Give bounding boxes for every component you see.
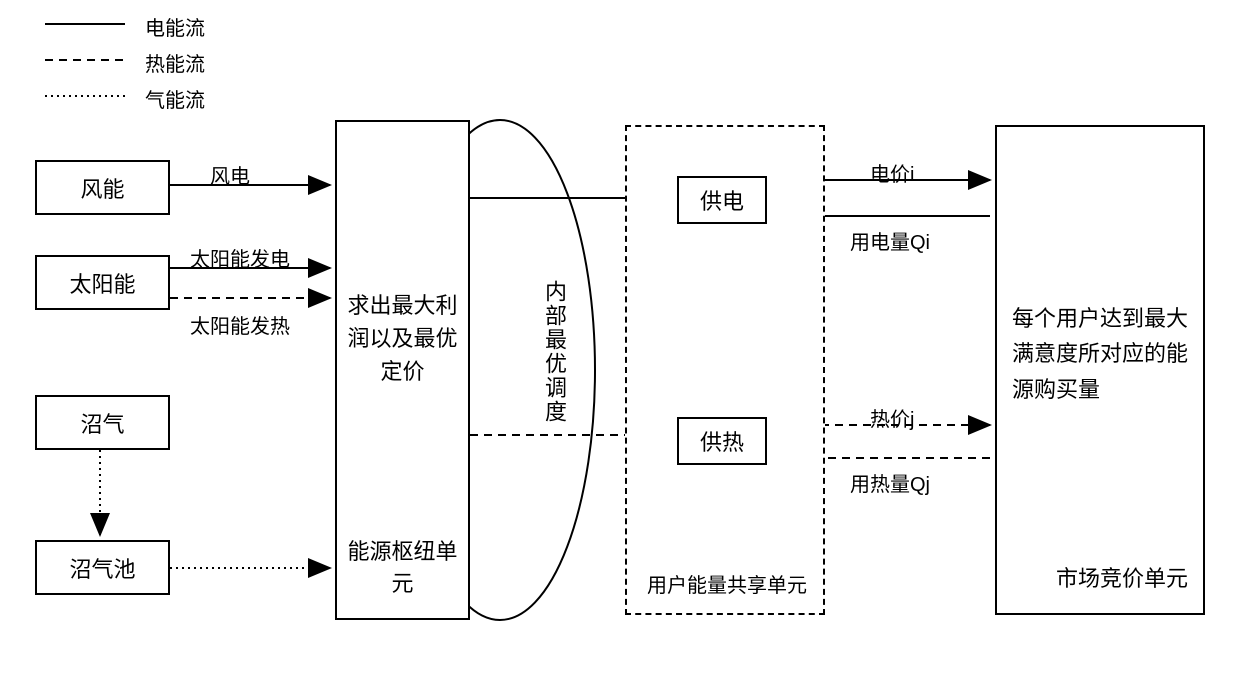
arrow-label-heat-price: 热价j bbox=[870, 403, 914, 432]
biogas-label: 沼气 bbox=[80, 407, 124, 439]
legend-label: 气能流 bbox=[145, 84, 205, 113]
market-box: 每个用户达到最大满意度所对应的能源购买量 市场竞价单元 bbox=[995, 125, 1205, 615]
supply-elec-box: 供电 bbox=[677, 176, 767, 224]
share-box-label: 用户能量共享单元 bbox=[647, 569, 807, 598]
wind-box: 风能 bbox=[35, 160, 170, 215]
legend-label: 电能流 bbox=[145, 12, 205, 41]
market-label: 市场竞价单元 bbox=[1056, 566, 1188, 591]
inner-opt-label: 内部最优调度 bbox=[538, 280, 570, 424]
supply-elec-label: 供电 bbox=[700, 184, 744, 216]
digester-label: 沼气池 bbox=[69, 552, 135, 584]
digester-box: 沼气池 bbox=[35, 540, 170, 595]
biogas-box: 沼气 bbox=[35, 395, 170, 450]
arrow-label-heat-qty: 用热量Qj bbox=[850, 468, 930, 497]
arrow-label-elec-qty: 用电量Qi bbox=[850, 226, 930, 255]
solar-box: 太阳能 bbox=[35, 255, 170, 310]
arrow-label-wind-elec: 风电 bbox=[210, 160, 250, 189]
hub-box: 求出最大利润以及最优定价 能源枢纽单元 bbox=[335, 120, 470, 620]
market-text: 每个用户达到最大满意度所对应的能源购买量 bbox=[1012, 301, 1188, 407]
legend-label: 热能流 bbox=[145, 48, 205, 77]
arrow-label-elec-price: 电价i bbox=[870, 158, 914, 187]
solar-label: 太阳能 bbox=[69, 267, 135, 299]
supply-heat-box: 供热 bbox=[677, 417, 767, 465]
hub-sub-text: 能源枢纽单元 bbox=[347, 539, 457, 596]
wind-label: 风能 bbox=[80, 172, 124, 204]
arrow-label-solar-elec: 太阳能发电 bbox=[190, 243, 290, 272]
supply-heat-label: 供热 bbox=[700, 425, 744, 457]
hub-main-text: 求出最大利润以及最优定价 bbox=[347, 289, 458, 388]
share-box: 供电 供热 用户能量共享单元 bbox=[625, 125, 825, 615]
arrow-label-solar-heat: 太阳能发热 bbox=[190, 310, 290, 339]
